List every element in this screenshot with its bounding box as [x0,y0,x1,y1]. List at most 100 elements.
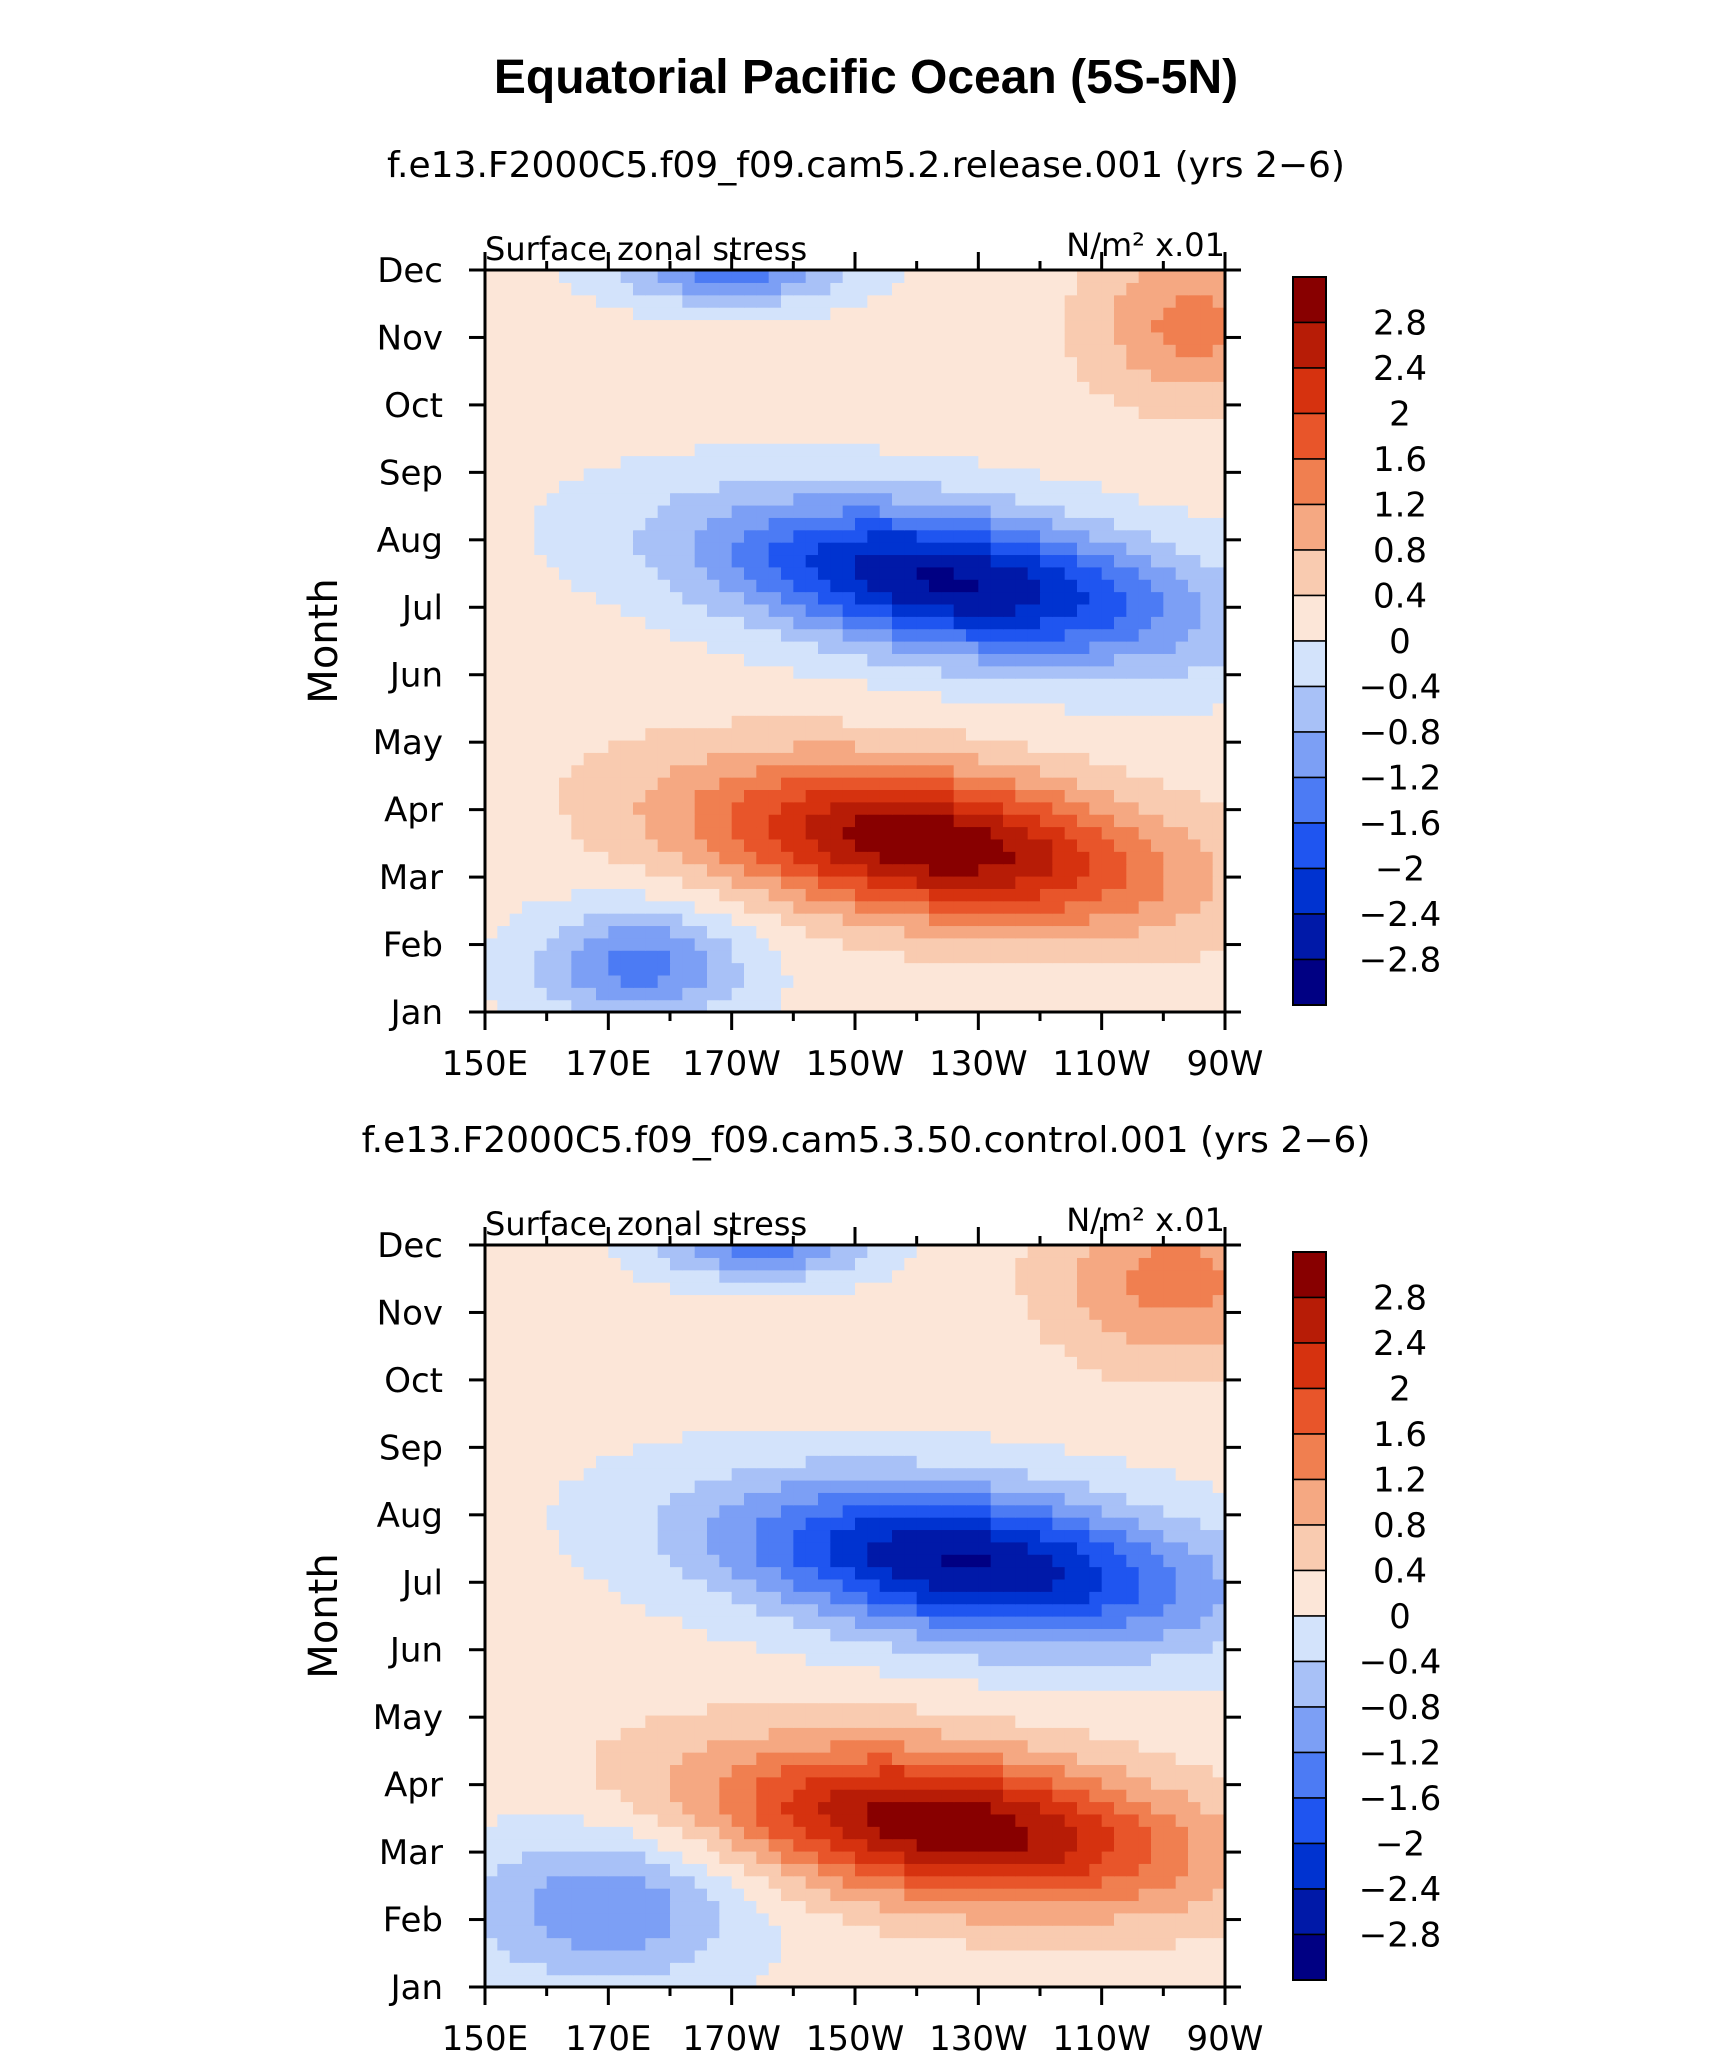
field-cell [485,875,498,889]
field-cell [546,801,560,815]
field-cell [1163,418,1177,432]
field-cell [793,789,807,803]
field-cell [1114,1937,1127,1951]
field-cell [497,987,511,1001]
field-cell [1151,616,1164,630]
field-cell [756,1937,770,1951]
field-cell [830,381,844,395]
field-cell [1188,1900,1201,1914]
field-cell [1003,270,1016,283]
field-cell [596,789,609,803]
field-cell [571,715,585,729]
field-cell [620,1900,634,1914]
field-cell [1212,789,1226,803]
field-cell [830,1974,844,1988]
field-cell [842,368,856,382]
field-cell [1126,381,1140,395]
field-cell [485,344,498,358]
field-cell [892,826,905,840]
field-cell [1052,603,1066,617]
field-cell [1175,282,1189,296]
field-cell [818,368,831,382]
field-cell [818,430,831,444]
field-cell [1188,1863,1201,1877]
field-cell [1077,492,1090,506]
field-cell [879,727,893,741]
field-cell [522,900,535,914]
field-cell [707,294,720,308]
field-cell [781,603,794,617]
field-cell [707,1925,720,1939]
field-cell [805,319,819,333]
field-cell [879,517,893,531]
field-cell [682,406,696,419]
field-cell [1015,987,1029,1001]
field-cell [645,950,659,964]
field-cell [1126,1801,1140,1815]
field-cell [1101,1937,1115,1951]
field-cell [756,999,770,1013]
field-cell [620,542,634,556]
field-cell [1089,777,1103,790]
field-cell [620,1974,634,1988]
field-cell [1151,777,1164,790]
field-cell [583,1739,597,1753]
field-cell [842,715,856,729]
field-cell [645,542,659,556]
field-cell [1138,1776,1152,1790]
field-cell [768,368,782,382]
field-cell [879,1752,893,1765]
field-cell [1163,368,1177,382]
field-cell [855,789,868,803]
field-cell [485,1764,498,1778]
field-cell [1212,1801,1226,1815]
field-cell [990,504,1004,518]
field-cell [756,863,770,877]
field-cell [1200,1739,1214,1753]
field-cell [670,727,683,741]
field-cell [1175,937,1189,951]
field-cell [793,974,807,988]
field-cell [756,344,770,358]
field-cell [929,307,942,321]
field-cell [1003,294,1016,308]
field-cell [1114,443,1127,457]
field-cell [1126,455,1140,469]
field-cell [978,542,992,556]
field-cell [596,739,609,753]
field-cell [1175,690,1189,704]
field-cell [929,418,942,432]
field-cell [620,913,634,927]
field-cell [1064,789,1078,803]
field-cell [608,987,622,1001]
field-cell [953,331,967,345]
field-cell [670,542,683,556]
field-cell [842,814,856,828]
field-cell [1027,913,1041,927]
field-cell [1138,1838,1152,1852]
field-cell [855,900,868,914]
field-cell [1027,1962,1041,1976]
field-cell [485,368,498,382]
field-cell [1138,678,1152,692]
field-cell [1015,653,1029,667]
field-cell [670,430,683,444]
field-cell [694,937,708,951]
field-cell [1114,838,1127,852]
field-cell [694,1826,708,1840]
field-cell [719,616,733,630]
field-cell [682,381,696,395]
field-cell [583,529,597,543]
field-cell [1126,504,1140,518]
field-cell [571,542,585,556]
field-cell [509,875,523,889]
field-cell [990,641,1004,654]
field-cell [978,777,992,790]
field-cell [645,913,659,927]
field-cell [1175,455,1189,469]
field-cell [1138,1789,1152,1803]
field-cell [682,715,696,729]
field-cell [583,603,597,617]
field-cell [1151,1937,1164,1951]
field-cell [805,603,819,617]
